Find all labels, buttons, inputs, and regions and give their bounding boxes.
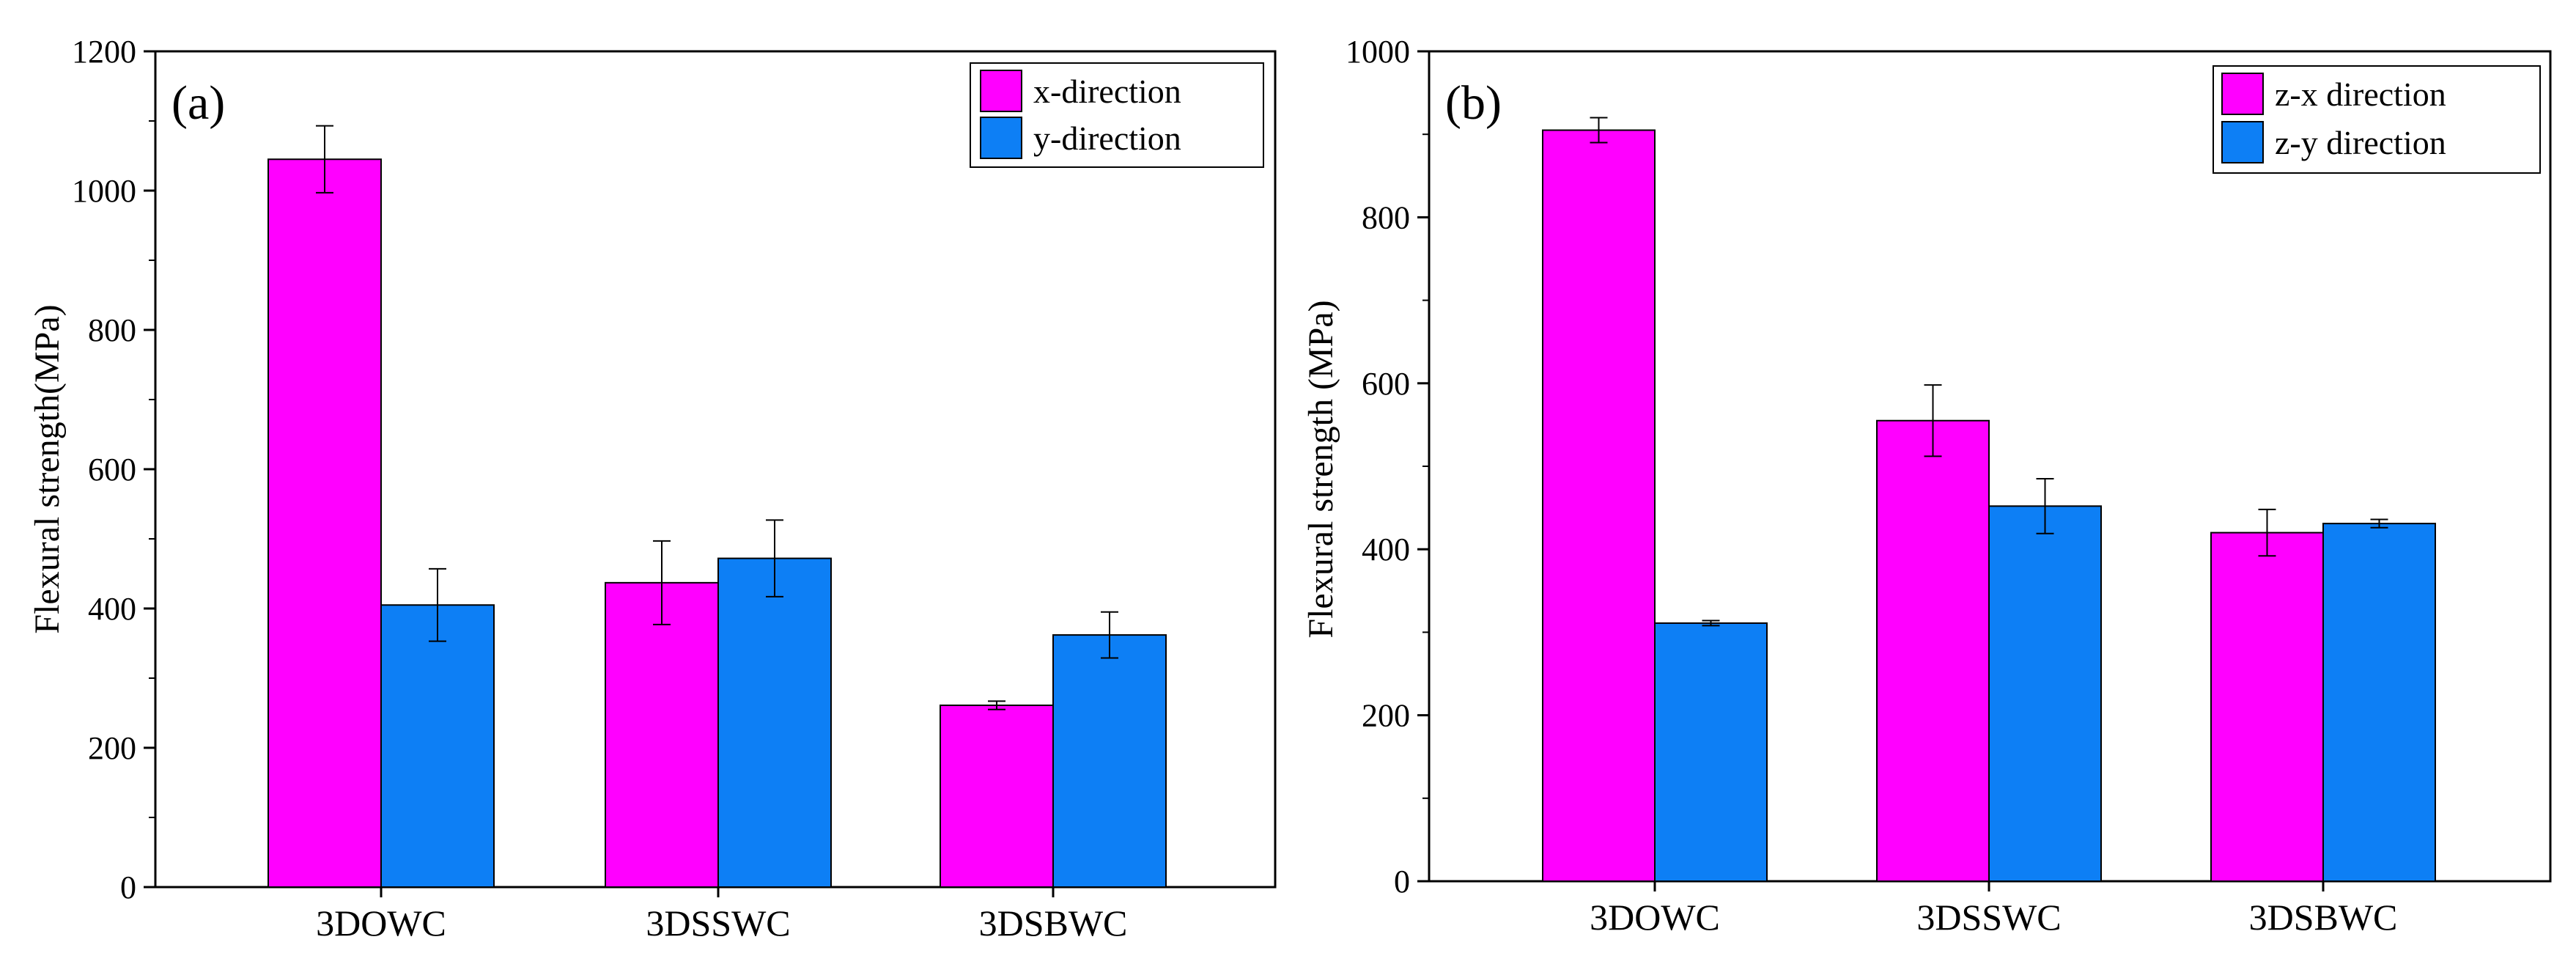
y-tick-label: 1200: [72, 34, 136, 70]
legend: z-x direction z-y direction: [2213, 65, 2541, 174]
y-tick-label: 400: [88, 591, 136, 627]
bar-group: [1542, 129, 2436, 882]
bar-z-y-direction-3dsswc: [1988, 505, 2102, 882]
error-bar-y-direction-3dowc: [429, 567, 446, 642]
y-tick-label: 200: [1362, 698, 1410, 734]
y-axis-ticks: 0 200 400 600 800 1000 1200: [72, 34, 155, 905]
legend-label-z-x-direction: z-x direction: [2275, 76, 2446, 113]
bar-y-direction-3dsswc: [717, 557, 832, 888]
bar-z-x-direction-3dsswc: [1876, 419, 1990, 882]
legend-label-x-direction: x-direction: [1033, 73, 1181, 110]
y-axis-title: Flexural strength (MPa): [1302, 300, 1340, 638]
x-tick-label-3dsbwc: 3DSBWC: [2249, 897, 2398, 938]
error-bar-z-x-direction-3dsbwc: [2258, 508, 2276, 557]
error-bar-x-direction-3dowc: [316, 125, 333, 194]
y-tick-label: 0: [1394, 864, 1410, 900]
legend-swatch-y-direction: [980, 117, 1022, 159]
error-bar-x-direction-3dsswc: [653, 540, 671, 625]
legend-swatch-x-direction: [980, 70, 1022, 112]
x-tick-label-3dowc: 3DOWC: [316, 902, 446, 944]
y-tick-label: 800: [88, 312, 136, 348]
y-axis-ticks: 0 200 400 600 800 1000: [1346, 34, 1429, 900]
bar-x-direction-3dowc: [267, 158, 382, 888]
error-bar-y-direction-3dsbwc: [1101, 611, 1118, 659]
error-bar-z-x-direction-3dowc: [1590, 117, 1608, 144]
bar-x-direction-3dsbwc: [940, 705, 1054, 888]
error-bar-y-direction-3dsswc: [766, 519, 783, 598]
x-tick-label-3dsswc: 3DSSWC: [1916, 897, 2061, 938]
error-bar-z-x-direction-3dsswc: [1924, 384, 1942, 457]
y-tick-label: 1000: [72, 173, 136, 209]
bar-group: [267, 158, 1167, 888]
y-tick-label: 400: [1362, 532, 1410, 567]
bar-x-direction-3dsswc: [605, 581, 719, 888]
legend-label-y-direction: y-direction: [1033, 120, 1181, 157]
legend-swatch-z-y-direction: [2221, 121, 2264, 163]
x-tick-label-3dsswc: 3DSSWC: [646, 902, 790, 944]
bar-z-y-direction-3dowc: [1654, 622, 1768, 882]
bar-y-direction-3dowc: [380, 604, 495, 888]
bar-z-x-direction-3dowc: [1542, 129, 1656, 882]
error-bar-group: [316, 125, 1118, 710]
y-tick-label: 800: [1362, 199, 1410, 235]
bar-y-direction-3dsbwc: [1052, 634, 1167, 888]
bar-z-x-direction-3dsbwc: [2210, 532, 2324, 882]
x-tick-label-3dowc: 3DOWC: [1590, 897, 1720, 938]
x-axis-ticks: 3DOWC 3DSSWC 3DSBWC: [1590, 881, 2397, 938]
x-axis-ticks: 3DOWC 3DSSWC 3DSBWC: [316, 887, 1127, 944]
y-tick-label: 600: [88, 452, 136, 488]
y-tick-label: 1000: [1346, 34, 1410, 70]
bar-z-y-direction-3dsbwc: [2322, 523, 2436, 882]
panel-label: (a): [171, 76, 225, 130]
error-bar-z-y-direction-3dowc: [1702, 619, 1720, 627]
legend-label-z-y-direction: z-y direction: [2275, 124, 2446, 161]
y-tick-label: 200: [88, 730, 136, 766]
legend: x-direction y-direction: [970, 62, 1264, 168]
error-bar-x-direction-3dsbwc: [988, 700, 1005, 710]
x-tick-label-3dsbwc: 3DSBWC: [979, 902, 1128, 944]
panel-label: (b): [1445, 76, 1502, 130]
y-tick-label: 600: [1362, 366, 1410, 402]
legend-swatch-z-x-direction: [2221, 73, 2264, 115]
error-bar-z-y-direction-3dsswc: [2036, 477, 2054, 534]
y-tick-label: 0: [120, 869, 136, 905]
error-bar-z-y-direction-3dsbwc: [2370, 518, 2388, 529]
error-bar-group: [1590, 117, 2388, 627]
legend-frame: [2213, 65, 2541, 174]
y-axis-title: Flexural strength(MPa): [28, 304, 67, 633]
